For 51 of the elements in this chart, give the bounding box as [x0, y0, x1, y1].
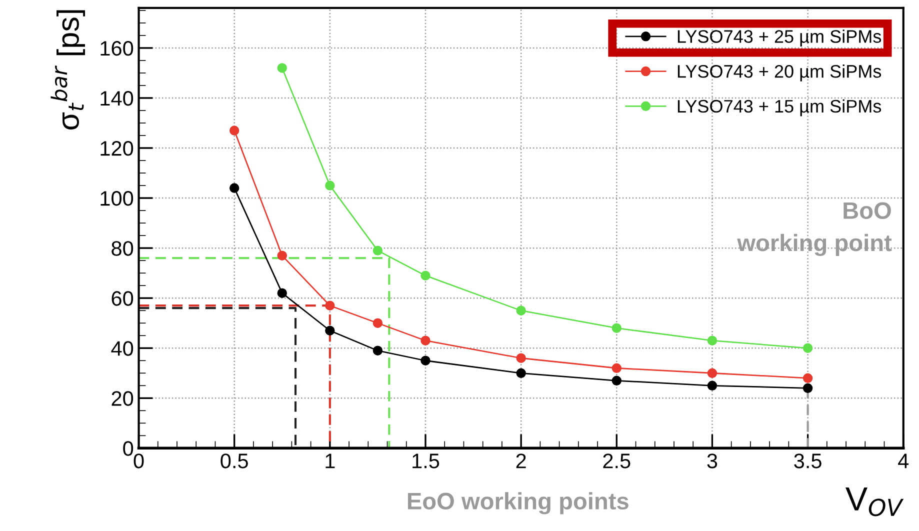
x-tick-label: 2 [516, 454, 526, 468]
point [707, 380, 718, 390]
point [516, 368, 526, 378]
point [372, 346, 383, 356]
point [707, 368, 718, 378]
point [420, 336, 430, 346]
point [372, 318, 383, 328]
point [612, 323, 622, 333]
x-tick-label: 0 [134, 454, 144, 468]
point [612, 376, 622, 386]
point [707, 336, 718, 346]
x-tick-label: 4 [898, 454, 909, 468]
text: EoO working points [408, 492, 628, 514]
legend-label: LYSO743 + 20 µm SiPMs [678, 64, 882, 82]
point [420, 270, 430, 280]
point [802, 373, 813, 383]
point [420, 356, 430, 366]
point [325, 300, 335, 310]
point [802, 343, 813, 353]
x-tick-label: 3 [707, 454, 718, 468]
x-tick-label: 2.5 [603, 454, 630, 468]
y-tick-label: 40 [111, 341, 134, 356]
point [516, 306, 526, 316]
point [229, 183, 240, 193]
point [229, 126, 240, 136]
y-tick-label: 140 [100, 91, 134, 106]
point [325, 326, 335, 336]
y-tick-label: 120 [100, 141, 134, 156]
point [277, 63, 287, 73]
point [277, 250, 287, 260]
x-tick-label: 3.5 [794, 454, 822, 468]
y-axis-title: σ$_{t}$$^{bar}$ [ps] [50, 10, 86, 130]
x-tick-label: 1.5 [412, 454, 440, 468]
x-axis-title: V$_{OV}$ [846, 487, 904, 516]
y-tick-label: 0 [123, 441, 134, 456]
y-tick-label: 100 [100, 191, 134, 206]
point [516, 353, 526, 363]
point [277, 288, 287, 298]
x-tick-label: 0.5 [220, 454, 248, 468]
point [612, 363, 622, 373]
legend-label: LYSO743 + 25 µm SiPMs [678, 30, 882, 46]
x-tick-label: 1 [326, 454, 335, 468]
legend-label: LYSO743 + 15 µm SiPMs [678, 99, 882, 116]
annotation: BoO working point [737, 202, 892, 256]
point [372, 246, 383, 256]
y-tick-label: 160 [100, 40, 134, 56]
y-tick-label: 80 [112, 241, 134, 256]
y-tick-label: 60 [112, 291, 134, 306]
point [802, 383, 813, 393]
point [325, 180, 335, 190]
y-tick-label: 20 [112, 391, 134, 406]
